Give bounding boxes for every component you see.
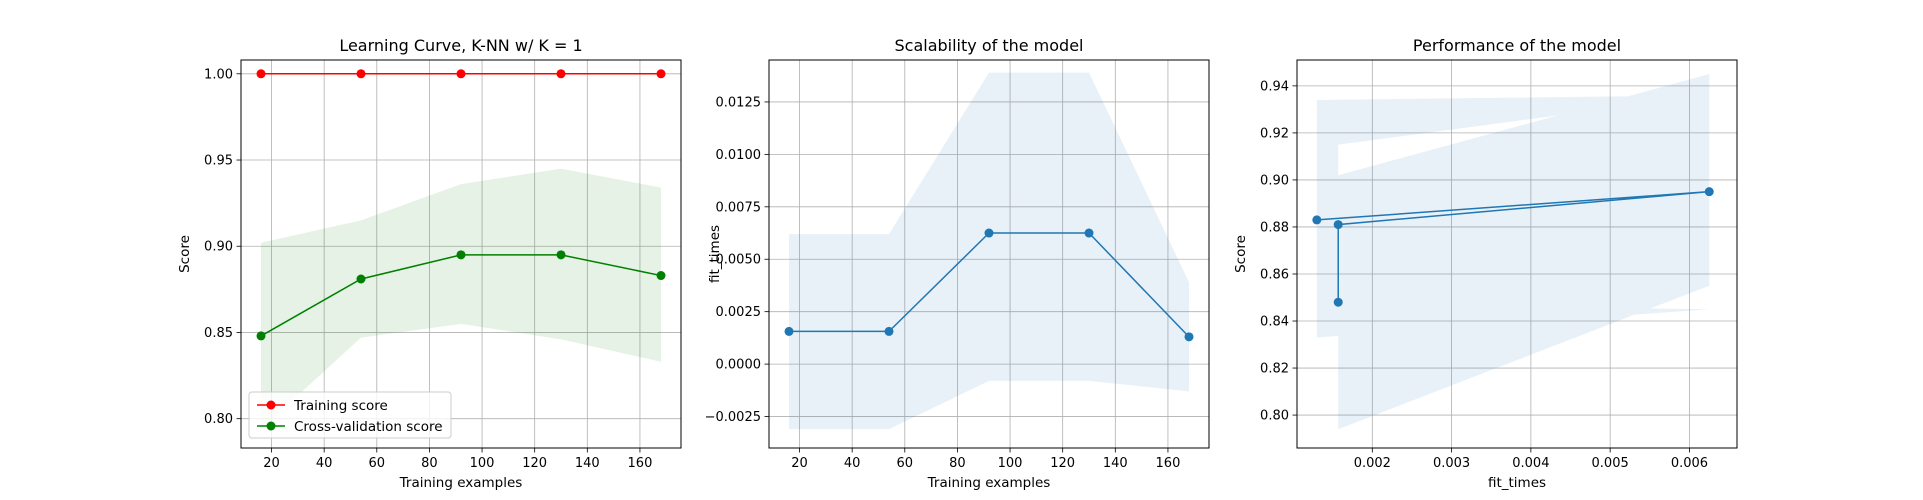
y-tick-label: 0.0000 bbox=[716, 358, 762, 373]
axes-frame bbox=[1296, 59, 1738, 449]
chart-title: Scalability of the model bbox=[895, 36, 1084, 55]
data-point bbox=[356, 69, 366, 79]
data-point bbox=[1333, 297, 1343, 307]
y-tick-label: 0.94 bbox=[1260, 79, 1289, 94]
y-axis-label: fit_times bbox=[707, 225, 723, 283]
data-point bbox=[784, 326, 794, 336]
y-tick-label: 0.88 bbox=[1260, 220, 1289, 235]
y-tick-label: 0.90 bbox=[1260, 173, 1289, 188]
x-tick-label: 80 bbox=[949, 456, 966, 471]
x-axis-label: fit_times bbox=[1488, 475, 1546, 491]
x-tick-label: 120 bbox=[522, 456, 547, 471]
y-tick-label: 0.85 bbox=[204, 326, 233, 341]
x-tick-label: 40 bbox=[316, 456, 333, 471]
x-tick-label: 100 bbox=[998, 456, 1023, 471]
x-tick-label: 20 bbox=[263, 456, 280, 471]
legend-marker bbox=[266, 400, 276, 410]
chart-title: Learning Curve, K-NN w/ K = 1 bbox=[339, 36, 582, 55]
x-tick-label: 0.002 bbox=[1354, 456, 1391, 471]
data-point bbox=[1312, 215, 1322, 225]
x-tick-label: 0.005 bbox=[1592, 456, 1629, 471]
legend-box bbox=[248, 391, 452, 439]
data-point bbox=[256, 69, 266, 79]
y-tick-label: 0.84 bbox=[1260, 315, 1289, 330]
data-point bbox=[656, 69, 666, 79]
confidence-band bbox=[261, 168, 661, 430]
legend-label: Training score bbox=[293, 398, 388, 414]
axes-frame bbox=[768, 59, 1210, 449]
y-tick-label: 0.0050 bbox=[716, 253, 762, 268]
x-tick-label: 140 bbox=[1103, 456, 1128, 471]
legend-label: Cross-validation score bbox=[294, 419, 443, 435]
confidence-band bbox=[789, 72, 1189, 430]
x-axis-label: Training examples bbox=[927, 475, 1051, 491]
data-point bbox=[256, 331, 266, 341]
data-point bbox=[456, 69, 466, 79]
x-tick-label: 0.004 bbox=[1512, 456, 1549, 471]
y-tick-label: 0.90 bbox=[204, 240, 233, 255]
chart-2: 20 40 60 80 100 120 140 160 −0.0025 0.0000 0.0025 0… bbox=[705, 36, 1210, 491]
data-point bbox=[656, 271, 666, 281]
y-tick-label: 0.92 bbox=[1260, 126, 1289, 141]
y-tick-label: 0.80 bbox=[204, 412, 233, 427]
x-tick-label: 140 bbox=[575, 456, 600, 471]
data-point bbox=[356, 274, 366, 284]
y-tick-label: 0.0025 bbox=[716, 305, 762, 320]
data-point bbox=[556, 69, 566, 79]
data-point bbox=[456, 250, 466, 260]
series-line bbox=[1316, 190, 1710, 303]
data-point bbox=[1184, 332, 1194, 342]
axes-frame bbox=[240, 59, 682, 449]
y-tick-label: 0.82 bbox=[1260, 362, 1289, 377]
data-point bbox=[984, 228, 994, 238]
y-tick-label: 0.86 bbox=[1260, 267, 1289, 282]
data-point bbox=[556, 250, 566, 260]
chart-1: 20 40 60 80 100 120 140 160 0.80 0.85 0.90 0.95 1.00… bbox=[177, 36, 682, 491]
x-tick-label: 60 bbox=[897, 456, 914, 471]
confidence-band bbox=[1316, 74, 1710, 430]
x-tick-label: 160 bbox=[1156, 456, 1181, 471]
x-tick-label: 20 bbox=[791, 456, 808, 471]
y-tick-label: 0.95 bbox=[204, 154, 233, 169]
y-tick-label: 0.0075 bbox=[716, 200, 762, 215]
data-point bbox=[1333, 220, 1343, 230]
y-tick-label: 1.00 bbox=[204, 67, 233, 82]
y-axis-label: Score bbox=[1233, 235, 1249, 273]
chart-title: Performance of the model bbox=[1413, 36, 1621, 55]
x-tick-label: 100 bbox=[470, 456, 495, 471]
y-axis-label: Score bbox=[177, 235, 193, 273]
x-axis-label: Training examples bbox=[399, 475, 523, 491]
legend: Training score Cross-validation score bbox=[248, 391, 452, 439]
y-tick-label: 0.80 bbox=[1260, 409, 1289, 424]
x-tick-label: 0.003 bbox=[1433, 456, 1470, 471]
x-tick-label: 0.006 bbox=[1671, 456, 1708, 471]
chart-3: 0.002 0.003 0.004 0.005 0.006 0.80 0.82 0.84 0.8… bbox=[1233, 36, 1738, 491]
data-point bbox=[1704, 187, 1714, 197]
y-tick-label: 0.0100 bbox=[716, 148, 762, 163]
x-tick-label: 160 bbox=[628, 456, 653, 471]
x-tick-label: 60 bbox=[369, 456, 386, 471]
data-point bbox=[884, 326, 894, 336]
legend-marker bbox=[266, 421, 276, 431]
y-tick-label: 0.0125 bbox=[716, 95, 762, 110]
x-tick-label: 120 bbox=[1050, 456, 1075, 471]
x-tick-label: 40 bbox=[844, 456, 861, 471]
data-point bbox=[1084, 228, 1094, 238]
y-tick-label: −0.0025 bbox=[705, 410, 761, 425]
x-tick-label: 80 bbox=[421, 456, 438, 471]
